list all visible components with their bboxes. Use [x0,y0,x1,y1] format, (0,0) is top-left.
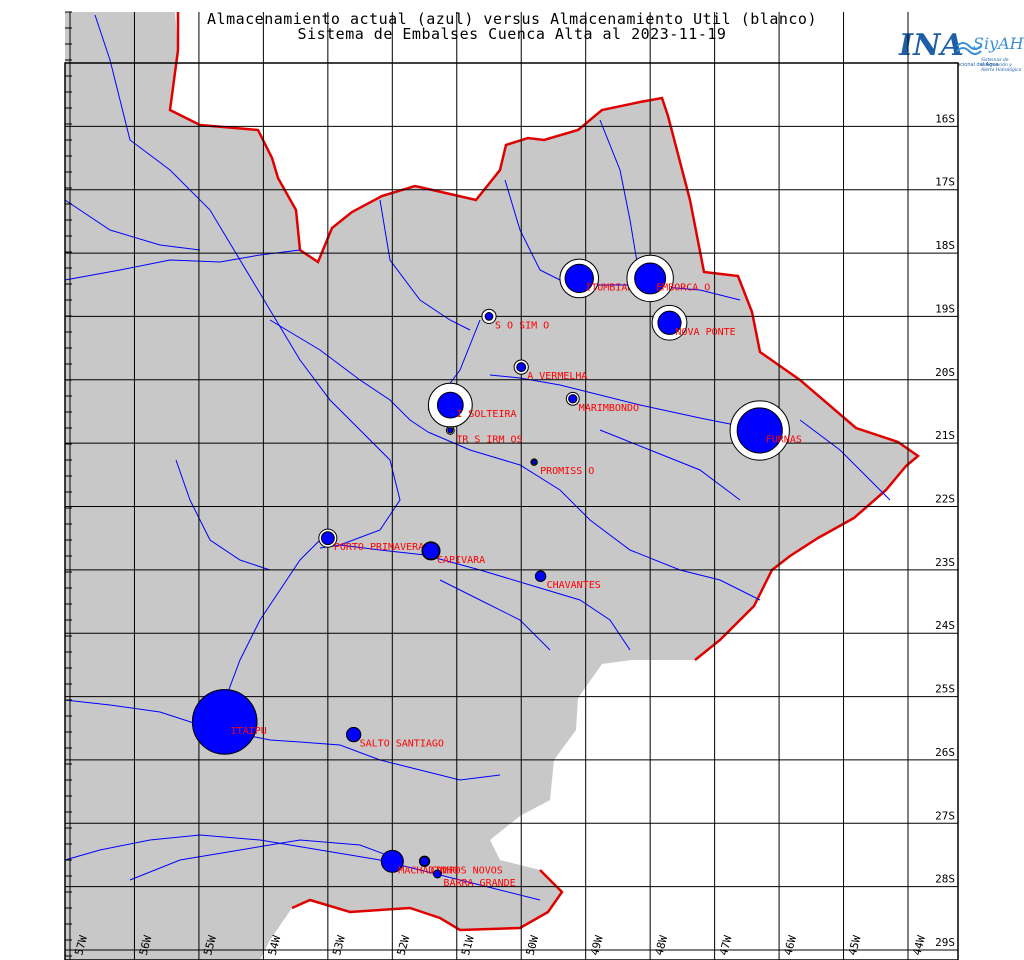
reservoir-17[interactable]: BARRA GRANDE [433,869,516,889]
reservoir-stored-circle [568,394,578,404]
reservoir-label: I SOLTEIRA [456,409,516,420]
reservoir-8[interactable]: FURNAS [729,400,802,461]
map-title-line1: Almacenamiento actual (azul) versus Alma… [207,10,817,28]
reservoir-stored-circle [534,570,547,582]
logo-system-text: Sistemas de Información y Alerta Hidroló… [981,58,1022,73]
reservoir-label: EMBORCA O [656,282,710,293]
reservoir-1[interactable]: EMBORCA O [626,254,710,303]
lon-tick-label: 53W [330,934,348,957]
reservoir-label: CAPIVARA [437,555,485,566]
reservoir-label: BARRA GRANDE [443,878,515,889]
lat-tick-label: 20S [935,366,955,379]
reservoir-label: ITAIPU [231,726,267,737]
reservoir-stored-circle [191,689,258,755]
lon-tick-label: 48W [652,934,670,957]
reservoir-label: NOVA PONTE [675,327,735,338]
lat-tick-label: 26S [935,746,955,759]
reservoir-label: ITUMBIARA [585,282,639,293]
reservoir-layer: ITUMBIARA EMBORCA O NOVA PONTE S O SIM O A V… [191,254,802,889]
reservoir-label: CAMPOS NOVOS [431,865,503,876]
reservoir-14[interactable]: SALTO SANTIAGO [346,726,444,750]
reservoir-11[interactable]: CAPIVARA [421,541,485,566]
reservoir-stored-circle [657,310,682,335]
reservoir-stored-circle [531,459,537,465]
lat-tick-label: 25S [935,683,955,696]
lat-tick-label: 22S [935,493,955,506]
lon-tick-label: 46W [781,934,799,957]
reservoir-5[interactable]: MARIMBONDO [565,391,639,414]
reservoir-label: CHAVANTES [547,580,601,591]
reservoir-label: FURNAS [766,434,802,445]
reservoir-3[interactable]: S O SIM O [481,308,549,331]
reservoir-stored-circle [484,312,494,321]
logo-institute-text: Instituto Nacional del Agua [931,62,999,68]
reservoir-label: MACHADINHO [398,865,458,876]
reservoir-stored-circle [419,856,430,867]
reservoir-stored-circle [634,262,667,295]
lon-tick-label: 47W [717,934,735,957]
reservoir-0[interactable]: ITUMBIARA [559,258,640,299]
reservoir-label: MARIMBONDO [579,403,639,414]
lat-tick-label: 19S [935,302,955,315]
basin-border [168,12,921,661]
reservoir-10[interactable]: PORTO PRIMAVERA [318,528,424,553]
reservoir-13[interactable]: ITAIPU [191,689,267,755]
basin-land [65,12,918,960]
lon-tick-label: 44W [910,934,928,957]
map-border [64,62,959,960]
lon-tick-label: 55W [201,934,219,957]
ina-siyah-logo: INA SiyAH Instituto Nacional del Agua Si… [893,20,1024,80]
reservoir-15[interactable]: MACHADINHO [380,849,459,876]
lat-tick-label: 28S [935,873,955,886]
reservoir-stored-circle [346,726,362,743]
reservoir-stored-circle [447,427,454,434]
reservoir-2[interactable]: NOVA PONTE [651,304,736,341]
reservoir-label: PORTO PRIMAVERA [334,542,424,553]
lat-tick-label: 21S [935,429,955,442]
lat-tick-label: 23S [935,556,955,569]
reservoir-12[interactable]: CHAVANTES [534,570,601,591]
reservoir-stored-circle [436,391,464,419]
reservoir-label: S O SIM O [495,320,549,331]
reservoir-stored-circle [422,541,440,560]
lat-tick-label: 16S [935,112,955,125]
reservoir-16[interactable]: CAMPOS NOVOS [418,855,503,876]
lat-tick-label: 18S [935,239,955,252]
lon-tick-label: 45W [846,934,864,957]
coordinate-grid [65,11,958,960]
basin-border-south [291,869,564,932]
reservoir-4[interactable]: A VERMELHA [513,359,587,382]
lat-tick-label: 27S [935,809,955,822]
reservoir-stored-circle [736,407,783,454]
reservoir-stored-circle [380,849,404,873]
logo-wave-icon [956,42,982,55]
lon-tick-label: 50W [524,934,542,957]
lon-tick-label: 56W [137,934,155,957]
lon-tick-label: 49W [588,934,606,957]
logo-ina-text: INA [899,28,964,63]
reservoir-stored-circle [320,531,335,546]
map-title-line2: Sistema de Embalses Cuenca Alta al 2023-… [297,25,727,43]
reservoir-label: PROMISS O [540,466,594,477]
reservoir-label: SALTO SANTIAGO [360,739,444,750]
logo-siyah-text: SiyAH [973,34,1024,53]
reservoir-stored-circle [516,362,527,373]
lat-tick-label: 17S [935,176,955,189]
lon-tick-label: 54W [266,934,284,957]
lat-tick-label: 24S [935,619,955,632]
reservoir-7[interactable]: TR S IRM OS [445,426,523,446]
reservoir-label: TR S IRM OS [456,434,522,445]
lat-tick-label: 29S [935,936,955,949]
reservoir-label: A VERMELHA [527,371,587,382]
reservoir-6[interactable]: I SOLTEIRA [427,382,517,428]
reservoir-stored-circle [433,869,442,879]
lon-tick-label: 51W [459,934,477,957]
lon-tick-label: 57W [72,934,90,957]
reservoir-9[interactable]: PROMISS O [530,458,594,477]
reservoir-stored-circle [564,263,594,294]
lon-tick-label: 52W [395,934,413,957]
tick-label-layer: 57W 56W 55W 54W 53W 52W 51W 50W 49W 48W 47W 46W 45W 4… [72,112,955,956]
